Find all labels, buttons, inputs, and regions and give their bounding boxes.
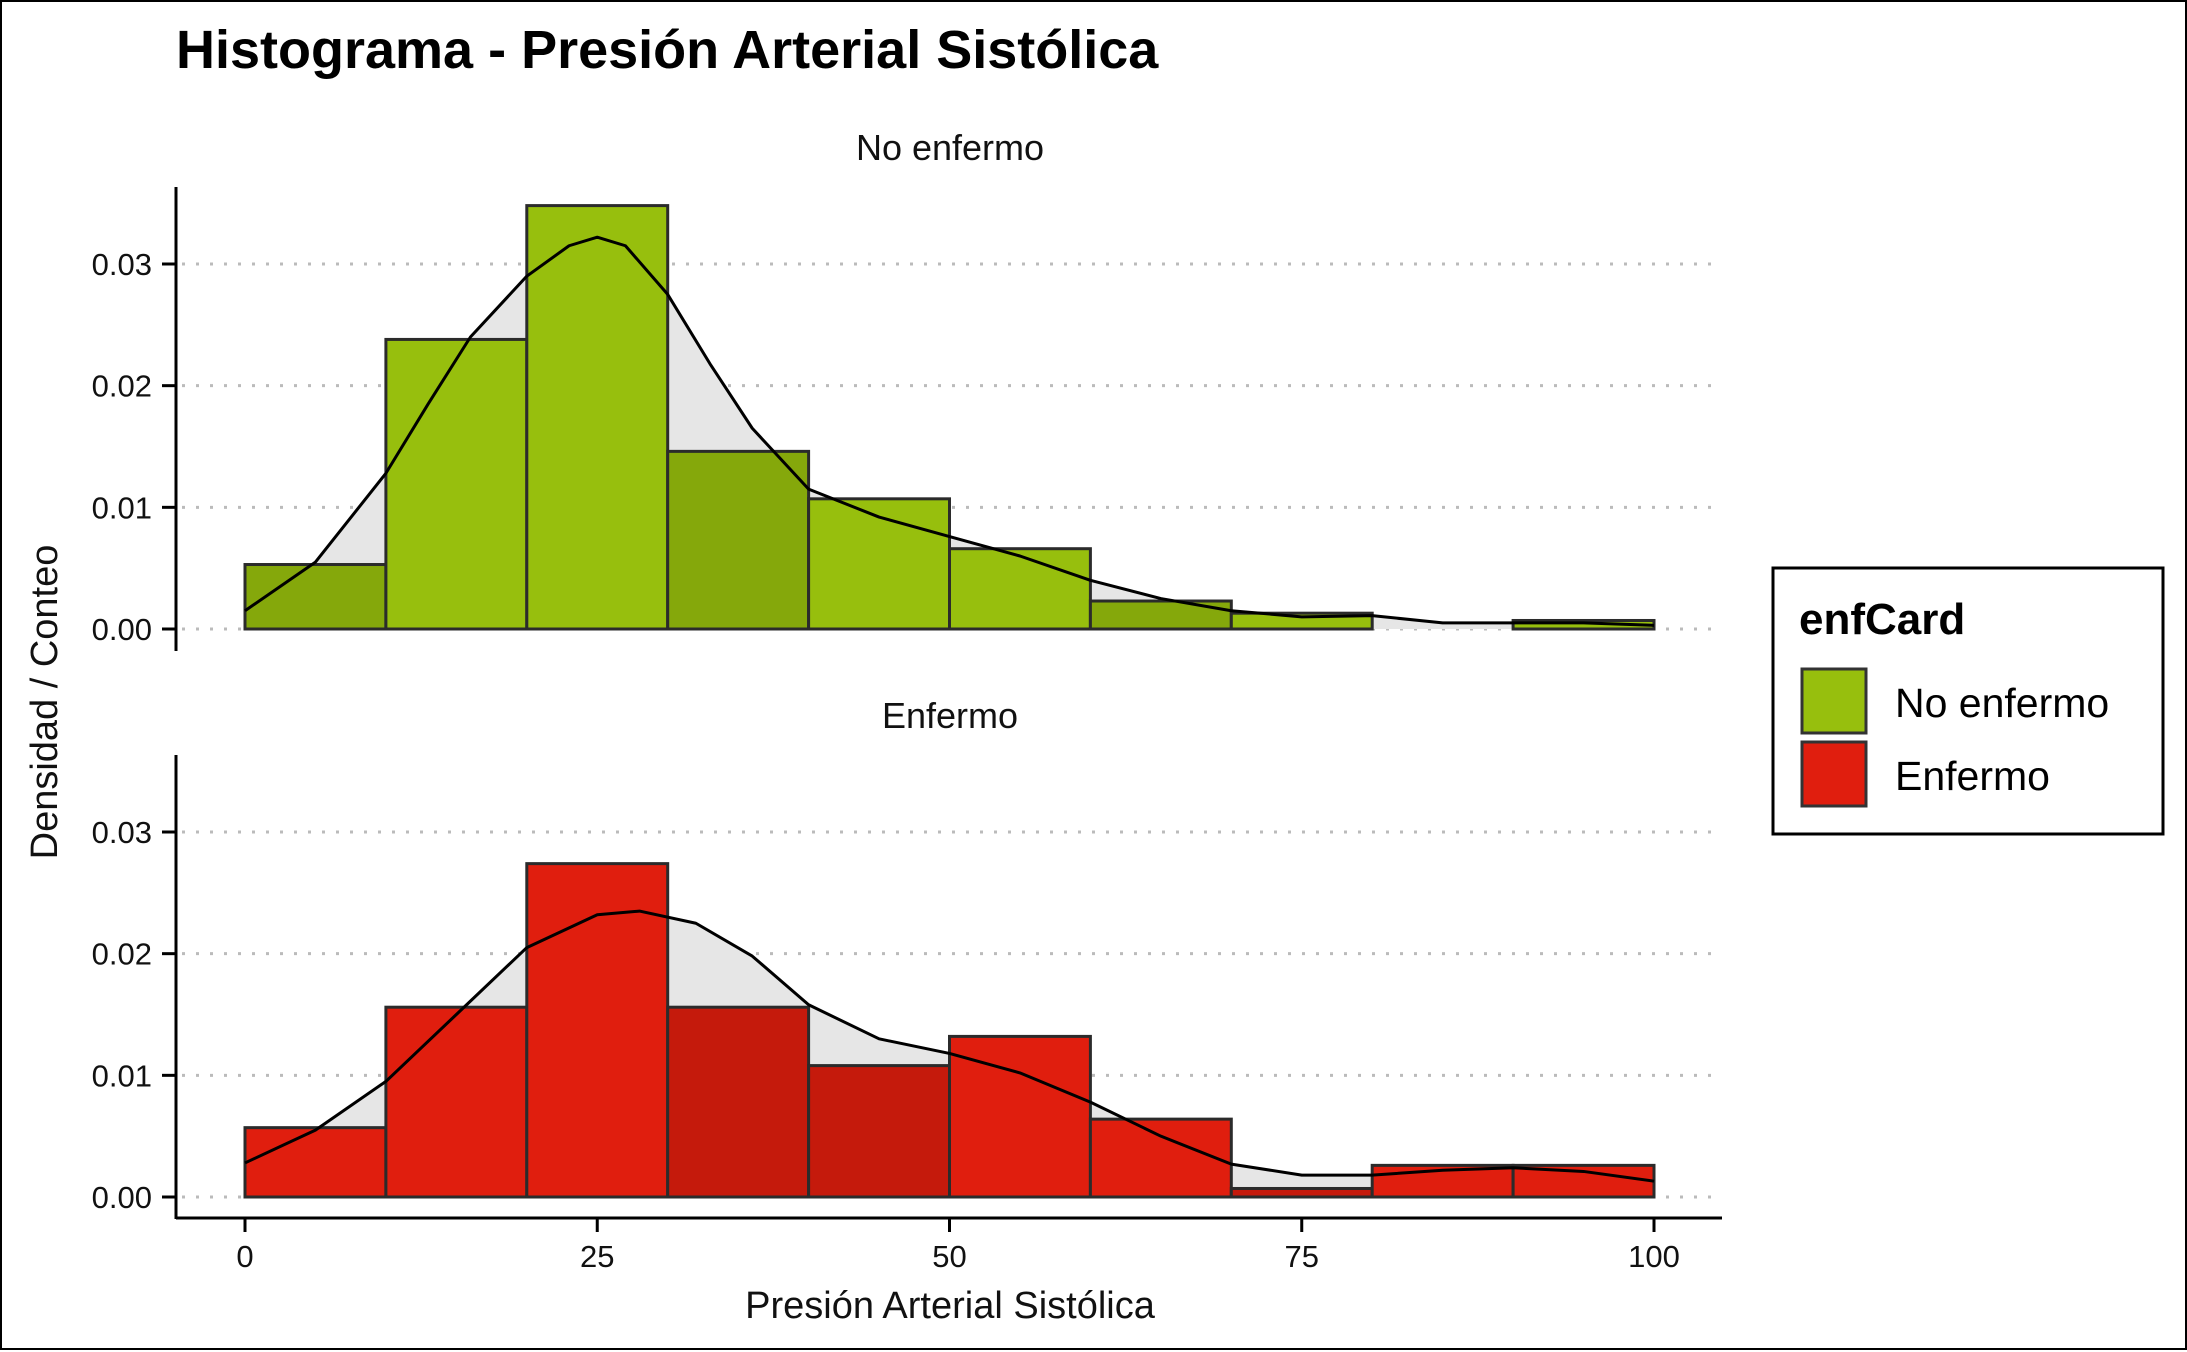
y-tick-label: 0.01 [92, 490, 152, 525]
legend-label-no-enfermo: No enfermo [1895, 680, 2109, 726]
y-tick-label: 0.03 [92, 815, 152, 850]
histogram-bar [384, 337, 529, 631]
chart-title: Histograma - Presión Arterial Sistólica [176, 20, 1159, 80]
y-tick-label: 0.03 [92, 247, 152, 282]
panel-enfermo: Enfermo 0.00 0.01 0.02 0.03 [92, 695, 1722, 1219]
x-tick-label: 50 [932, 1239, 966, 1274]
density-curve [244, 909, 1655, 1183]
y-tick-label: 0.00 [92, 612, 152, 647]
histogram-bar [948, 1034, 1092, 1199]
y-tick-label: 0.01 [92, 1058, 152, 1093]
legend-key-enfermo [1800, 740, 1868, 808]
histogram-bar [666, 1005, 811, 1199]
y-tick-label: 0.00 [92, 1180, 152, 1215]
x-tick-label: 0 [236, 1239, 253, 1274]
legend: enfCard No enfermo Enfermo [1771, 566, 2165, 836]
x-tick-label: 100 [1628, 1239, 1680, 1274]
histogram-bar [807, 497, 951, 631]
histogram-bar [807, 1064, 951, 1199]
panel-no-enfermo: No enfermo 0.00 0.01 0.02 0.03 [92, 127, 1722, 651]
histogram-bar [243, 1126, 388, 1199]
histogram-bar [525, 862, 670, 1199]
y-axis-title: Densidad / Conteo [24, 545, 66, 860]
x-tick-label: 75 [1285, 1239, 1319, 1274]
histogram-bar [525, 204, 670, 631]
histogram-bar [948, 547, 1092, 631]
y-tick-label: 0.02 [92, 937, 152, 972]
histogram-bar [1088, 599, 1233, 631]
x-tick-label: 25 [580, 1239, 614, 1274]
histogram-bar [1088, 1117, 1233, 1199]
histogram-bar [666, 449, 811, 631]
density-curve [244, 235, 1655, 627]
strip-label-enfermo: Enfermo [882, 695, 1018, 736]
legend-key-no-enfermo [1800, 667, 1868, 735]
y-tick-label: 0.02 [92, 369, 152, 404]
histogram-bar [384, 1005, 529, 1199]
legend-title: enfCard [1799, 595, 1965, 644]
histogram-bar [1229, 1186, 1374, 1199]
strip-label-no-enfermo: No enfermo [856, 127, 1044, 168]
x-axis-title: Presión Arterial Sistólica [745, 1285, 1156, 1327]
legend-label-enfermo: Enfermo [1895, 753, 2050, 799]
x-axis: 0 25 50 75 100 [176, 1216, 1722, 1274]
